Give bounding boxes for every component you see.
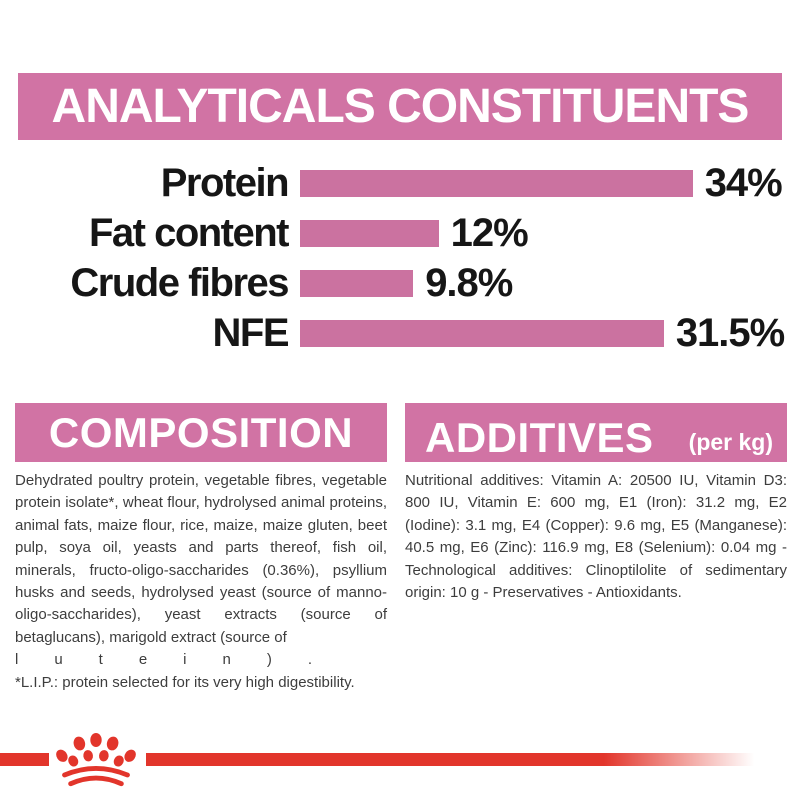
chart-bar [300,169,693,197]
chart-row: Protein 34% [0,158,800,208]
chart-rows: Protein 34% Fat content 12% Crude fibres 9.8%… [0,158,800,358]
additives-text: Nutritional additives: Vitamin A: 20500 … [405,470,787,604]
chart-value-label: 31.5% [675,310,785,355]
chart-category-label: Crude fibres [70,260,289,305]
composition-heading: COMPOSITION [48,408,354,456]
analytical-constituents-banner: ANALYTICALS CONSTITUENTS [18,73,782,140]
page-title: ANALYTICALS CONSTITUENTS [51,80,750,133]
chart-row: Crude fibres 9.8% [0,258,800,308]
chart-category-label: Protein [160,160,290,205]
chart-bar [300,219,439,247]
additives-banner: ADDITIVES (per kg) [405,403,787,462]
chart-value-label: 34% [704,160,783,205]
additives-body: Nutritional additives: Vitamin A: 20500 … [405,472,787,602]
chart-bar [300,269,414,297]
analytical-constituents-chart: Protein 34% Fat content 12% Crude fibres 9.8%… [0,158,800,358]
composition-lutein-line: lutein). [15,651,349,669]
royal-canin-crown-icon [56,733,136,787]
composition-footnote: *L.I.P.: protein selected for its very h… [15,673,355,691]
composition-section: COMPOSITION Dehydrated poultry protein, … [15,403,387,694]
chart-row: Fat content 12% [0,208,800,258]
chart-value-label: 12% [450,210,529,255]
brand-stripe-left [0,753,49,766]
chart-value-label: 9.8% [425,260,513,305]
chart-bar [300,319,664,347]
chart-row: NFE 31.5% [0,308,800,358]
additives-per-kg-label: (per kg) [688,429,773,455]
brand-stripe-right [146,753,800,766]
chart-category-label: NFE [212,310,290,355]
additives-heading: ADDITIVES [425,414,654,461]
composition-banner: COMPOSITION [15,403,387,462]
additives-section: ADDITIVES (per kg) Nutritional additives… [405,403,787,604]
composition-text: Dehydrated poultry protein, vegetable fi… [15,470,387,694]
composition-body: Dehydrated poultry protein, vegetable fi… [15,472,387,646]
chart-category-label: Fat content [88,210,290,255]
